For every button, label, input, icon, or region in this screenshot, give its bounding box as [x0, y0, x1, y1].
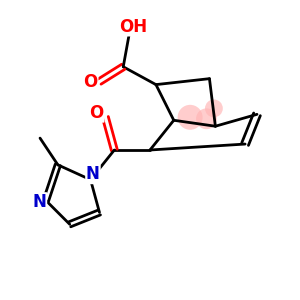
Circle shape — [205, 100, 223, 117]
Text: O: O — [89, 104, 103, 122]
Text: N: N — [32, 193, 46, 211]
Circle shape — [178, 105, 203, 130]
Text: O: O — [83, 73, 98, 91]
Circle shape — [196, 108, 217, 129]
Text: N: N — [86, 165, 100, 183]
Text: OH: OH — [120, 18, 148, 36]
